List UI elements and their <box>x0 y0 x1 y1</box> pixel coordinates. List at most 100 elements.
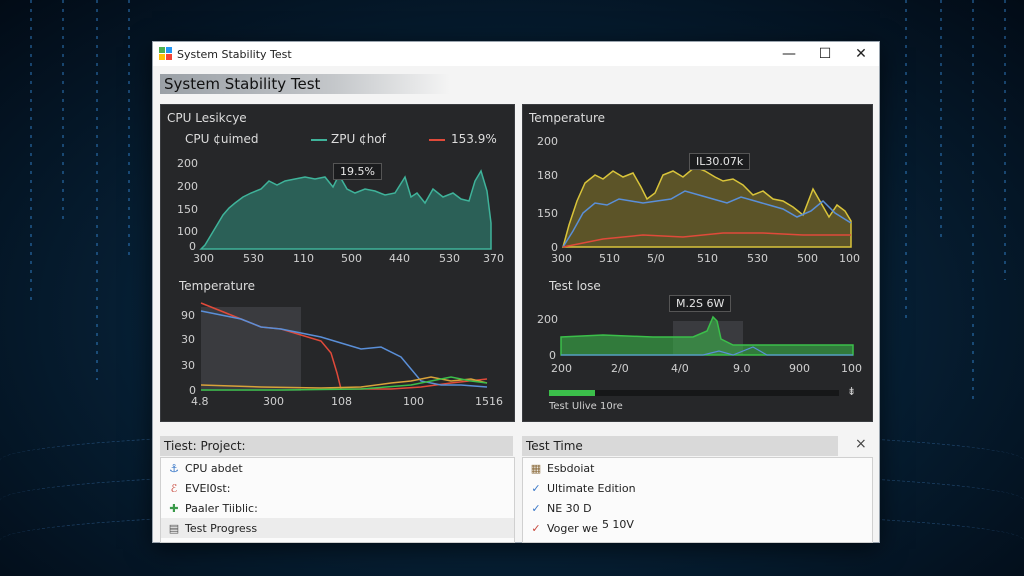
test-lose-callout: M.2S 6W <box>669 295 732 312</box>
test-lose-green-area <box>560 315 854 356</box>
temperature-panel: Temperature IL30.07k 200 180 150 0 300 5… <box>522 104 873 422</box>
cpu-area-series <box>199 169 492 250</box>
temperature-panel-title: Temperature <box>179 279 256 293</box>
temperature-shaded-area <box>201 307 301 391</box>
legend-swatch-cpu-chip <box>311 139 327 141</box>
check-icon: ✓ <box>531 481 541 495</box>
x-tick: 9.0 <box>733 362 751 375</box>
project-list: ⚓ CPU abdet ℰ EVEI0st: ✚ Paaler Tiiblic:… <box>160 457 515 543</box>
progress-end-icon[interactable]: ⇟ <box>847 385 857 398</box>
x-tick: 300 <box>263 395 284 408</box>
x-tick: 100 <box>839 252 860 265</box>
legend-swatch-peak <box>429 139 445 141</box>
y-tick: 200 <box>177 180 198 193</box>
cpu-chart <box>199 169 492 250</box>
list-item[interactable]: ✚ Paaler Tiiblic: <box>161 498 514 518</box>
x-tick: 300 <box>193 252 214 265</box>
list-item-label: EVEI0st: <box>185 481 231 495</box>
project-list-header: Tiest: Project: <box>160 436 513 456</box>
list-item[interactable]: ✓ Voger we 5 10V <box>523 518 872 538</box>
test-lose-blue-series <box>561 346 853 356</box>
test-lose-title: Test lose <box>549 279 601 293</box>
list-item[interactable]: ▤ Test Progress <box>161 518 514 538</box>
y-tick: 0 <box>549 349 556 362</box>
x-tick: 108 <box>331 395 352 408</box>
list-item-label: NE 30 D <box>547 501 592 515</box>
test-progress-bar <box>549 390 839 396</box>
x-tick: 100 <box>403 395 424 408</box>
test-time-header: Test Time <box>522 436 838 456</box>
app-icon <box>159 47 173 61</box>
list-item[interactable]: ✓ Ultimate Edition <box>523 478 872 498</box>
title-bar[interactable]: System Stability Test — ☐ ✕ <box>153 42 879 66</box>
y-tick: 0 <box>551 241 558 254</box>
temperature-series-blue <box>200 310 488 388</box>
temperature-series-orange <box>200 376 488 389</box>
x-tick: 530 <box>747 252 768 265</box>
window-title: System Stability Test <box>177 47 292 61</box>
cpu-callout: 19.5% <box>333 163 382 180</box>
y-tick: 30 <box>181 333 195 346</box>
list-item-label: Test Progress <box>185 521 258 535</box>
plus-icon: ✚ <box>169 501 179 515</box>
close-button[interactable]: ✕ <box>855 46 867 62</box>
y-tick: 150 <box>177 203 198 216</box>
banner-title: System Stability Test <box>160 74 450 94</box>
test-lose-chart <box>560 315 854 356</box>
x-tick: 440 <box>389 252 410 265</box>
y-tick: 30 <box>181 359 195 372</box>
maximize-button[interactable]: ☐ <box>818 46 832 62</box>
temperature-top-chart <box>562 166 852 248</box>
x-tick: 530 <box>243 252 264 265</box>
y-tick: 0 <box>189 240 196 253</box>
list-item[interactable]: ⚓ CPU abdet <box>161 458 514 478</box>
y-tick: 180 <box>537 169 558 182</box>
temperature-top-series-red <box>562 232 851 248</box>
x-tick: 500 <box>797 252 818 265</box>
x-tick: 500 <box>341 252 362 265</box>
x-tick: 530 <box>439 252 460 265</box>
minimize-button[interactable]: — <box>782 46 796 62</box>
temperature-top-callout: IL30.07k <box>689 153 751 170</box>
temperature-top-title: Temperature <box>529 111 606 125</box>
temperature-series-green <box>201 376 488 391</box>
legend-label-peak: 153.9% <box>451 132 497 146</box>
list-item-label: Esbdoiat <box>547 461 595 475</box>
legend-label-cpu-chip: ZPU ¢hof <box>331 132 386 146</box>
x-tick: 200 <box>551 362 572 375</box>
temperature-top-area <box>562 166 852 248</box>
x-tick: 5/0 <box>647 252 665 265</box>
y-tick: 90 <box>181 309 195 322</box>
x-tick: 510 <box>697 252 718 265</box>
y-tick: 200 <box>177 157 198 170</box>
event-icon: ℰ <box>170 481 178 495</box>
x-tick: 4/0 <box>671 362 689 375</box>
y-tick: 200 <box>537 313 558 326</box>
x-tick: 2/0 <box>611 362 629 375</box>
x-tick: 110 <box>293 252 314 265</box>
temperature-chart <box>200 302 488 391</box>
test-time-list: ▦ Esbdoiat ✓ Ultimate Edition ✓ NE 30 D … <box>522 457 873 543</box>
close-icon[interactable]: × <box>855 436 867 452</box>
cpu-panel-title: CPU Lesikcye <box>167 111 247 125</box>
document-icon: ▤ <box>168 521 180 535</box>
x-tick: 100 <box>841 362 862 375</box>
x-tick: 300 <box>551 252 572 265</box>
extra-value: 5 10V <box>601 517 634 531</box>
y-tick: 150 <box>537 207 558 220</box>
temperature-top-series-blue <box>562 190 852 248</box>
y-tick: 100 <box>177 225 198 238</box>
list-item-label: Voger we <box>547 521 598 535</box>
list-item[interactable]: ✓ NE 30 D <box>523 498 872 518</box>
check-icon: ✓ <box>531 521 541 535</box>
x-tick: 900 <box>789 362 810 375</box>
y-tick: 200 <box>537 135 558 148</box>
x-tick: 4.8 <box>191 395 209 408</box>
list-item[interactable]: ▦ Esbdoiat <box>523 458 872 478</box>
app-window: System Stability Test — ☐ ✕ System Stabi… <box>152 41 880 543</box>
x-tick: 370 <box>483 252 504 265</box>
list-item[interactable]: ℰ EVEI0st: <box>161 478 514 498</box>
x-tick: 510 <box>599 252 620 265</box>
legend-label-cpu-used: CPU ¢uimed <box>185 132 259 146</box>
list-item-label: Paaler Tiiblic: <box>185 501 258 515</box>
